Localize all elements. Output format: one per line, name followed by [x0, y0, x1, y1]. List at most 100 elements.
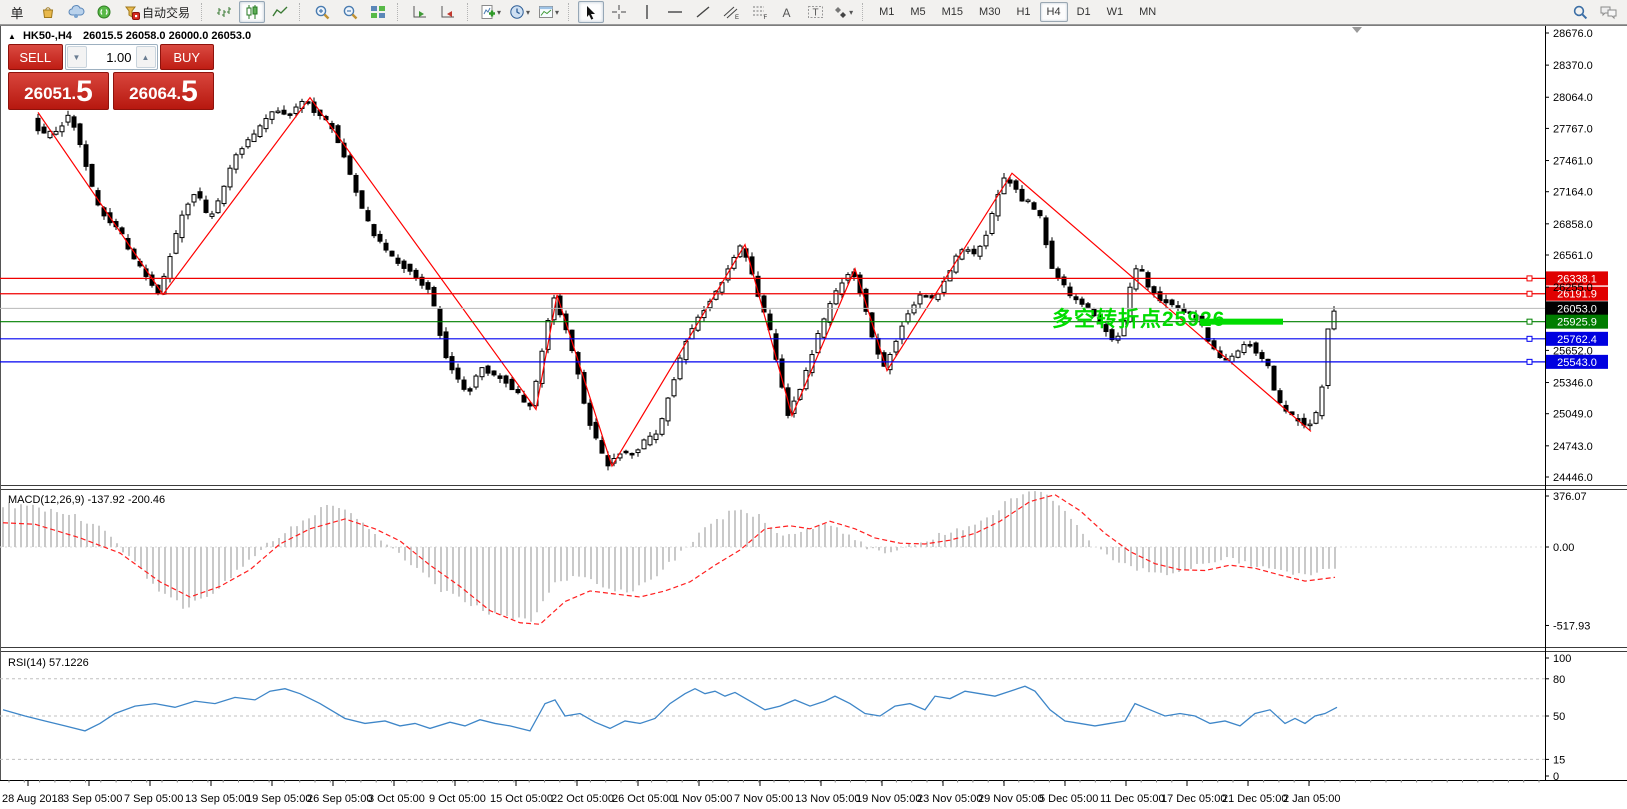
line-handle[interactable]	[1526, 318, 1533, 325]
candle-body	[269, 111, 275, 120]
vps-icon[interactable]	[63, 1, 89, 23]
candle-body	[923, 295, 929, 298]
zoom-out-button[interactable]	[337, 1, 363, 23]
date-label: 17 Dec 05:00	[1161, 793, 1226, 805]
periods-button[interactable]: ▾	[506, 1, 533, 23]
chevron-down-icon[interactable]: ▾	[849, 7, 854, 17]
candle-body	[1259, 352, 1265, 359]
bar-chart-button[interactable]	[211, 1, 237, 23]
candle-body	[737, 245, 743, 258]
chevron-down-icon[interactable]: ▾	[526, 7, 531, 17]
trend-annotation[interactable]: 多空转折点25926	[1052, 308, 1226, 331]
date-label: 23 Nov 05:00	[917, 793, 982, 805]
candle-body	[389, 250, 395, 257]
timeframe-h4[interactable]: H4	[1039, 2, 1068, 22]
candle-body	[65, 114, 71, 123]
zoom-in-button[interactable]	[309, 1, 335, 23]
volume-input[interactable]	[87, 45, 135, 69]
market-icon[interactable]	[35, 1, 61, 23]
date-label: 2 Jan 05:00	[1283, 793, 1341, 805]
sell-price[interactable]: 26051. 5	[8, 72, 109, 110]
price-badge	[1546, 354, 1608, 369]
timeframe-w1[interactable]: W1	[1106, 6, 1124, 18]
vertical-line-button[interactable]	[634, 1, 660, 23]
rsi-line	[2, 685, 1338, 732]
signals-icon[interactable]	[91, 1, 117, 23]
auto-scroll-button[interactable]	[407, 1, 433, 23]
crosshair-button[interactable]	[606, 1, 632, 23]
candlestick-button[interactable]	[239, 1, 266, 23]
collapse-arrow-icon[interactable]: ▲	[8, 32, 16, 41]
svg-text:A: A	[783, 6, 791, 20]
horizontal-line-button[interactable]	[662, 1, 688, 23]
candle-body	[503, 375, 509, 384]
candle-body	[197, 191, 203, 199]
volume-up-button[interactable]: ▲	[135, 46, 156, 68]
date-label: 3 Sep 05:00	[63, 793, 122, 805]
line-handle[interactable]	[1526, 358, 1533, 365]
cursor-button[interactable]	[578, 1, 605, 23]
chevron-down-icon[interactable]: ▾	[497, 7, 502, 17]
channel-button[interactable]: E	[718, 1, 744, 23]
candle-body	[839, 282, 845, 296]
trendline-button[interactable]	[690, 1, 716, 23]
text-button[interactable]: A	[774, 1, 800, 23]
candle-body	[1079, 298, 1085, 305]
price-tick-label: 25346.0	[1553, 378, 1593, 390]
timeframe-h1[interactable]: H1	[1016, 6, 1031, 18]
date-label: 13 Sep 05:00	[185, 793, 250, 805]
timeframe-d1[interactable]: D1	[1076, 6, 1091, 18]
price-tick-label: 28370.0	[1553, 60, 1593, 72]
timeframe-mn[interactable]: MN	[1139, 6, 1157, 18]
candle-body	[983, 234, 989, 247]
chart-shift-marker[interactable]	[1352, 27, 1362, 33]
volume-down-button[interactable]: ▼	[66, 46, 87, 68]
new-order-button[interactable]: 单	[10, 5, 24, 21]
indicators-button[interactable]: ▾	[477, 1, 504, 23]
line-handle[interactable]	[1526, 290, 1533, 297]
sell-button[interactable]: SELL	[8, 44, 63, 70]
rsi-label: RSI(14) 57.1226	[8, 657, 89, 669]
zigzag-trendline[interactable]	[37, 96, 1312, 468]
buy-button[interactable]: BUY	[159, 44, 214, 70]
candle-body	[1013, 180, 1019, 190]
candle-body	[59, 125, 65, 133]
chart-shift-button[interactable]	[435, 1, 461, 23]
chevron-down-icon[interactable]: ▾	[555, 7, 560, 17]
line-handle[interactable]	[1526, 335, 1533, 342]
price-tick-label: 25652.0	[1553, 345, 1593, 357]
date-label: 28 Aug 2018	[2, 793, 64, 805]
label-button[interactable]: T	[802, 1, 828, 23]
autotrading-button[interactable]: 自动交易	[119, 1, 195, 23]
candle-body	[1265, 358, 1271, 367]
timeframe-m5[interactable]: M5	[910, 6, 926, 18]
search-icon[interactable]	[1567, 1, 1593, 23]
candle-body	[575, 352, 581, 375]
toolbar-separator	[299, 3, 305, 21]
fibonacci-button[interactable]: F	[746, 1, 772, 23]
templates-button[interactable]: ▾	[535, 1, 562, 23]
candle-body	[1235, 350, 1241, 358]
candle-body	[53, 130, 59, 135]
candle-body	[1121, 320, 1127, 337]
candle-body	[263, 118, 269, 130]
candle-body	[629, 452, 635, 456]
price-tick-label: 26561.0	[1553, 250, 1593, 262]
timeframe-m1[interactable]: M1	[879, 6, 895, 18]
line-handle[interactable]	[1526, 275, 1533, 282]
buy-price-main: 26064.	[129, 84, 182, 103]
candle-body	[1151, 286, 1157, 294]
tile-windows-button[interactable]	[365, 1, 391, 23]
price-badge-label: 25543.0	[1557, 357, 1597, 369]
timeframe-m15[interactable]: M15	[941, 6, 964, 18]
highlight-segment[interactable]	[1200, 318, 1283, 325]
candle-body	[47, 130, 53, 139]
timeframe-m30[interactable]: M30	[979, 6, 1001, 18]
buy-price[interactable]: 26064. 5	[113, 72, 214, 110]
candle-body	[1331, 310, 1337, 330]
chat-icon[interactable]	[1595, 1, 1621, 23]
shapes-button[interactable]: ▾	[830, 1, 856, 23]
symbol-period-label: HK50-,H4	[22, 30, 72, 42]
line-chart-button[interactable]	[267, 1, 293, 23]
